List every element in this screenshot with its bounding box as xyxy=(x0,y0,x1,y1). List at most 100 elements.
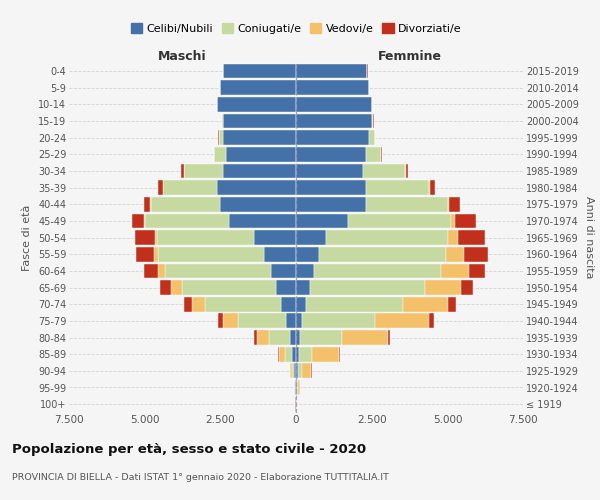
Bar xyxy=(296,80,369,95)
Bar xyxy=(223,314,238,328)
Text: PROVINCIA DI BIELLA - Dati ISTAT 1° gennaio 2020 - Elaborazione TUTTITALIA.IT: PROVINCIA DI BIELLA - Dati ISTAT 1° genn… xyxy=(12,472,389,482)
Bar xyxy=(461,280,473,295)
Bar xyxy=(458,230,485,245)
Bar xyxy=(449,197,460,212)
Bar xyxy=(254,230,296,245)
Bar xyxy=(388,330,390,345)
Y-axis label: Fasce di età: Fasce di età xyxy=(22,204,32,270)
Bar xyxy=(343,330,388,345)
Bar xyxy=(278,347,279,362)
Bar xyxy=(292,364,294,378)
Bar xyxy=(464,247,488,262)
Bar xyxy=(296,364,298,378)
Bar xyxy=(171,280,182,295)
Bar xyxy=(223,164,296,178)
Bar xyxy=(290,330,296,345)
Bar xyxy=(184,164,223,178)
Bar xyxy=(238,314,286,328)
Bar xyxy=(430,180,435,195)
Bar xyxy=(306,297,403,312)
Bar xyxy=(296,314,302,328)
Bar xyxy=(269,330,290,345)
Bar xyxy=(223,64,296,78)
Bar xyxy=(296,130,369,145)
Bar xyxy=(298,364,302,378)
Bar xyxy=(442,264,469,278)
Bar xyxy=(430,314,434,328)
Bar xyxy=(296,264,314,278)
Bar xyxy=(298,380,301,395)
Bar xyxy=(292,347,296,362)
Bar xyxy=(296,164,363,178)
Bar xyxy=(275,280,296,295)
Y-axis label: Anni di nascita: Anni di nascita xyxy=(584,196,595,279)
Bar xyxy=(296,347,299,362)
Bar xyxy=(229,214,296,228)
Bar xyxy=(366,147,381,162)
Bar xyxy=(326,230,448,245)
Bar xyxy=(165,264,271,278)
Bar xyxy=(294,364,296,378)
Bar xyxy=(296,380,297,395)
Bar xyxy=(294,380,295,395)
Bar xyxy=(310,280,425,295)
Bar xyxy=(293,380,294,395)
Bar xyxy=(145,197,151,212)
Bar xyxy=(300,330,343,345)
Text: Maschi: Maschi xyxy=(158,50,207,62)
Bar xyxy=(218,314,223,328)
Bar xyxy=(158,247,265,262)
Bar xyxy=(312,347,340,362)
Bar xyxy=(296,147,366,162)
Bar xyxy=(302,314,375,328)
Bar xyxy=(319,247,446,262)
Bar xyxy=(286,314,296,328)
Bar xyxy=(145,214,229,228)
Bar xyxy=(136,230,155,245)
Bar xyxy=(446,247,464,262)
Bar xyxy=(226,147,296,162)
Bar xyxy=(296,64,367,78)
Bar xyxy=(296,114,372,128)
Bar xyxy=(184,297,191,312)
Bar xyxy=(369,130,375,145)
Bar xyxy=(296,330,300,345)
Bar xyxy=(182,280,275,295)
Bar xyxy=(363,164,405,178)
Bar xyxy=(220,80,296,95)
Bar xyxy=(296,214,347,228)
Bar xyxy=(314,264,442,278)
Bar xyxy=(290,364,292,378)
Bar xyxy=(299,347,312,362)
Bar xyxy=(296,247,319,262)
Bar xyxy=(451,214,455,228)
Bar xyxy=(296,180,366,195)
Bar xyxy=(448,230,458,245)
Bar xyxy=(285,347,292,362)
Bar xyxy=(157,230,254,245)
Bar xyxy=(279,347,285,362)
Bar xyxy=(181,164,184,178)
Bar xyxy=(223,130,296,145)
Bar xyxy=(372,114,373,128)
Bar xyxy=(158,180,163,195)
Bar xyxy=(205,297,281,312)
Bar xyxy=(347,214,451,228)
Bar xyxy=(254,330,257,345)
Text: Popolazione per età, sesso e stato civile - 2020: Popolazione per età, sesso e stato civil… xyxy=(12,442,366,456)
Bar xyxy=(425,280,461,295)
Bar xyxy=(271,264,296,278)
Bar xyxy=(469,264,485,278)
Bar xyxy=(158,264,165,278)
Bar xyxy=(257,330,269,345)
Bar xyxy=(403,297,448,312)
Bar xyxy=(281,297,296,312)
Bar xyxy=(366,180,430,195)
Bar xyxy=(455,214,476,228)
Legend: Celibi/Nubili, Coniugati/e, Vedovi/e, Divorziati/e: Celibi/Nubili, Coniugati/e, Vedovi/e, Di… xyxy=(126,19,466,38)
Bar xyxy=(296,297,306,312)
Bar xyxy=(160,280,171,295)
Bar xyxy=(296,230,326,245)
Bar xyxy=(366,197,448,212)
Bar xyxy=(155,230,157,245)
